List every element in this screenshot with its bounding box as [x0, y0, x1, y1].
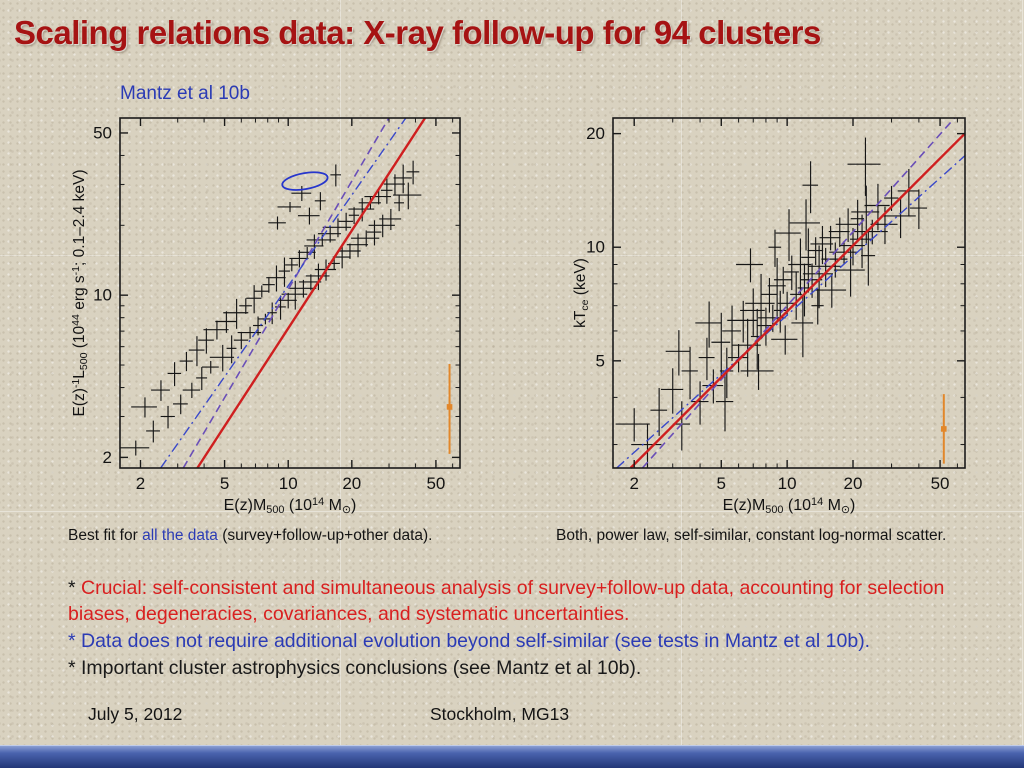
x-axis-label-mass-right: E(z)M500 (1014 M⊙) [722, 496, 856, 517]
bullet-evolution: * Data does not require additional evolu… [68, 629, 871, 652]
svg-text:2: 2 [136, 474, 145, 493]
svg-text:10: 10 [778, 474, 797, 493]
y-axis-label-temperature: kTce (keV) [572, 258, 592, 328]
caption-left: Best fit for all the data (survey+follow… [68, 527, 433, 544]
chart-temperature-mass: 2 5 10 20 50 5 10 20 kTce (keV) E(z)M500 (1014 … [555, 104, 987, 536]
chart-left-svg: 2 5 10 20 50 2 10 50 [93, 117, 461, 493]
bullet-astrophysics: * Important cluster astrophysics conclus… [68, 656, 642, 679]
x-axis-label-mass-left: E(z)M500 (1014 M⊙) [223, 496, 357, 517]
bottom-blue-bar [0, 745, 1024, 768]
slide-title: Scaling relations data: X-ray follow-up … [14, 14, 821, 51]
chart-luminosity-mass: 2 5 10 20 50 2 10 50 E(z)-1L500 (1044 erg s-1; … [60, 104, 492, 536]
svg-text:10: 10 [93, 286, 112, 305]
svg-text:50: 50 [426, 474, 445, 493]
svg-text:10: 10 [586, 238, 605, 257]
footer-date: July 5, 2012 [88, 704, 183, 724]
bullet-crucial: * Crucial: self-consistent and simultane… [68, 577, 945, 625]
bullet-list: * Crucial: self-consistent and simultane… [68, 576, 984, 683]
attribution-label: Mantz et al 10b [120, 83, 250, 104]
svg-text:20: 20 [342, 474, 361, 493]
svg-text:10: 10 [279, 474, 298, 493]
svg-text:50: 50 [93, 123, 112, 142]
y-axis-label-luminosity: E(z)-1L500 (1044 erg s-1; 0.1–2.4 keV) [70, 169, 91, 417]
svg-text:2: 2 [629, 474, 638, 493]
svg-text:5: 5 [717, 474, 726, 493]
chart-right-svg: 2 5 10 20 50 5 10 20 [586, 117, 966, 493]
svg-text:50: 50 [931, 474, 950, 493]
caption-right: Both, power law, self-similar, constant … [556, 527, 947, 544]
svg-text:5: 5 [220, 474, 229, 493]
svg-text:5: 5 [596, 351, 605, 370]
svg-text:2: 2 [103, 448, 112, 467]
svg-text:20: 20 [844, 474, 863, 493]
svg-text:20: 20 [586, 124, 605, 143]
footer-venue: Stockholm, MG13 [430, 704, 570, 724]
